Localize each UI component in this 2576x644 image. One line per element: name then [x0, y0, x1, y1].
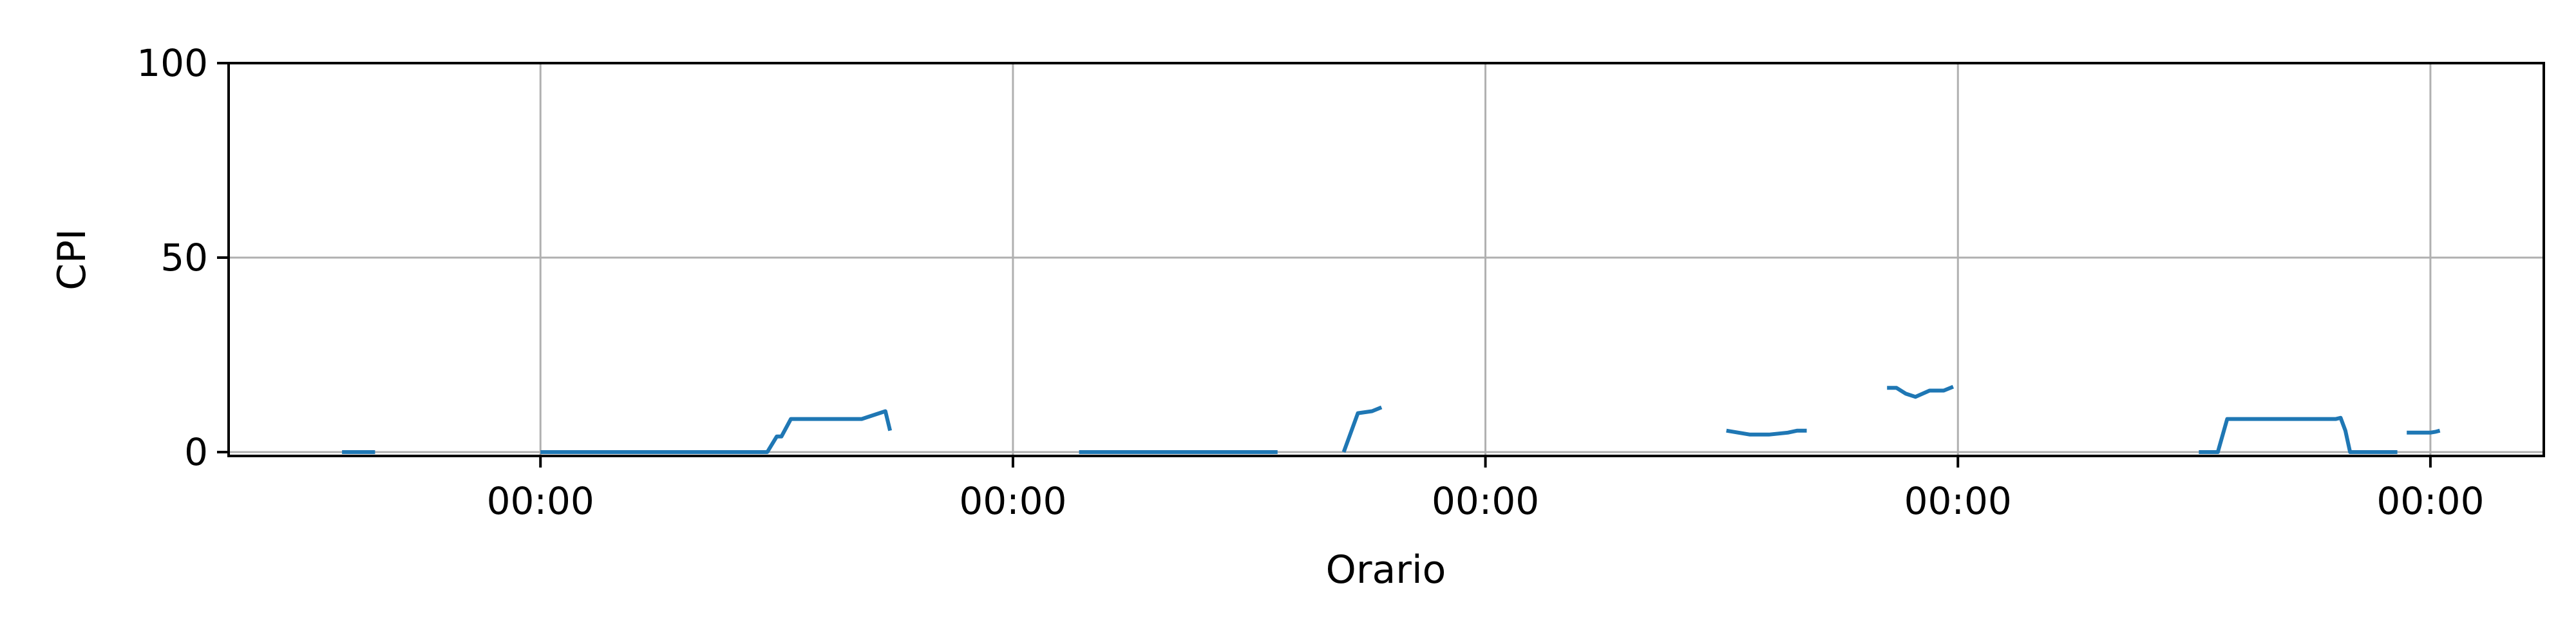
series-line-segment: [540, 409, 893, 454]
y-axis-title: CPI: [50, 229, 95, 290]
axis-ticks: 00:00 00:00 00:00 00:00 00:00 0 50 100: [137, 41, 2484, 523]
x-axis-title: Orario: [1326, 547, 1446, 592]
series-line-segment: [1726, 428, 1807, 437]
x-tick-label: 00:00: [487, 479, 594, 523]
plot-background: [229, 63, 2544, 456]
series-line-segment: [1887, 384, 1955, 399]
series-line-segment: [1341, 405, 1383, 453]
series-cpi: [342, 384, 2441, 454]
x-tick-label: 00:00: [1432, 479, 1539, 523]
y-tick-label: 50: [160, 236, 208, 279]
series-line-segment: [2199, 415, 2398, 454]
y-tick-label: 0: [184, 430, 208, 474]
x-tick-label: 00:00: [959, 479, 1066, 523]
series-line-segment: [2407, 428, 2441, 435]
plot-frame: [227, 62, 2545, 457]
x-tick-label: 00:00: [2376, 479, 2484, 523]
x-tick-label: 00:00: [1904, 479, 2012, 523]
y-tick-label: 100: [137, 41, 208, 85]
